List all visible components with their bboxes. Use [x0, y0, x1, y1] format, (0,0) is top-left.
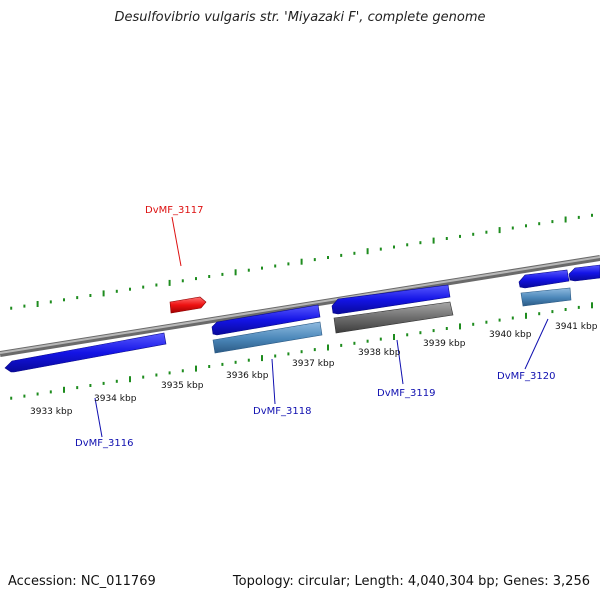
page-title: Desulfovibrio vulgaris str. 'Miyazaki F'… — [114, 10, 486, 25]
scale-label: 3936 kbp — [226, 371, 269, 381]
scale-label: 3938 kbp — [358, 348, 401, 358]
upper-tick-track — [10, 213, 593, 310]
gene-leader-line — [94, 397, 103, 438]
gene-label[interactable]: DvMF_3117 — [145, 205, 203, 216]
genome-summary-text: Topology: circular; Length: 4,040,304 bp… — [232, 574, 590, 589]
gene-dvmf-3119[interactable]: DvMF_3119 — [331, 284, 454, 399]
scale-label: 3934 kbp — [94, 394, 137, 404]
gene-dvmf-3117[interactable]: DvMF_3117 — [145, 205, 207, 314]
lower-tick-track — [10, 302, 593, 400]
gene-label[interactable]: DvMF_3116 — [75, 438, 133, 449]
scale-labels: 3933 kbp 3934 kbp 3935 kbp 3936 kbp 3937… — [30, 322, 598, 417]
gene-arrow-adjacent[interactable] — [568, 264, 600, 282]
gene-arrow[interactable] — [4, 332, 167, 373]
gene-leader-line — [396, 339, 404, 385]
gene-dvmf-3118[interactable]: DvMF_3118 — [211, 304, 323, 417]
gene-arrow[interactable] — [518, 269, 570, 289]
genome-backbone-highlight — [0, 256, 600, 354]
gene-leader-line — [171, 216, 182, 267]
accession-text: Accession: NC_011769 — [8, 574, 156, 589]
gene-label[interactable]: DvMF_3120 — [497, 371, 555, 382]
scale-label: 3939 kbp — [423, 339, 466, 349]
gene-arrow[interactable] — [211, 304, 321, 336]
gene-dvmf-3116[interactable]: DvMF_3116 — [4, 332, 167, 449]
scale-label: 3941 kbp — [555, 322, 598, 332]
gene-arrow[interactable] — [331, 284, 451, 315]
pseudo-feature[interactable] — [333, 301, 454, 334]
gene-arrow[interactable] — [169, 296, 207, 314]
gene-label[interactable]: DvMF_3118 — [253, 406, 311, 417]
gene-label[interactable]: DvMF_3119 — [377, 388, 435, 399]
gene-leader-line — [524, 318, 549, 370]
scale-label: 3937 kbp — [292, 359, 335, 369]
gene-leader-line — [271, 358, 276, 405]
cds-feature[interactable] — [520, 287, 572, 307]
scale-label: 3940 kbp — [489, 330, 532, 340]
cds-feature[interactable] — [212, 321, 323, 354]
scale-label: 3935 kbp — [161, 381, 204, 391]
scale-label: 3933 kbp — [30, 407, 73, 417]
gene-dvmf-3120[interactable]: DvMF_3120 — [497, 264, 600, 382]
